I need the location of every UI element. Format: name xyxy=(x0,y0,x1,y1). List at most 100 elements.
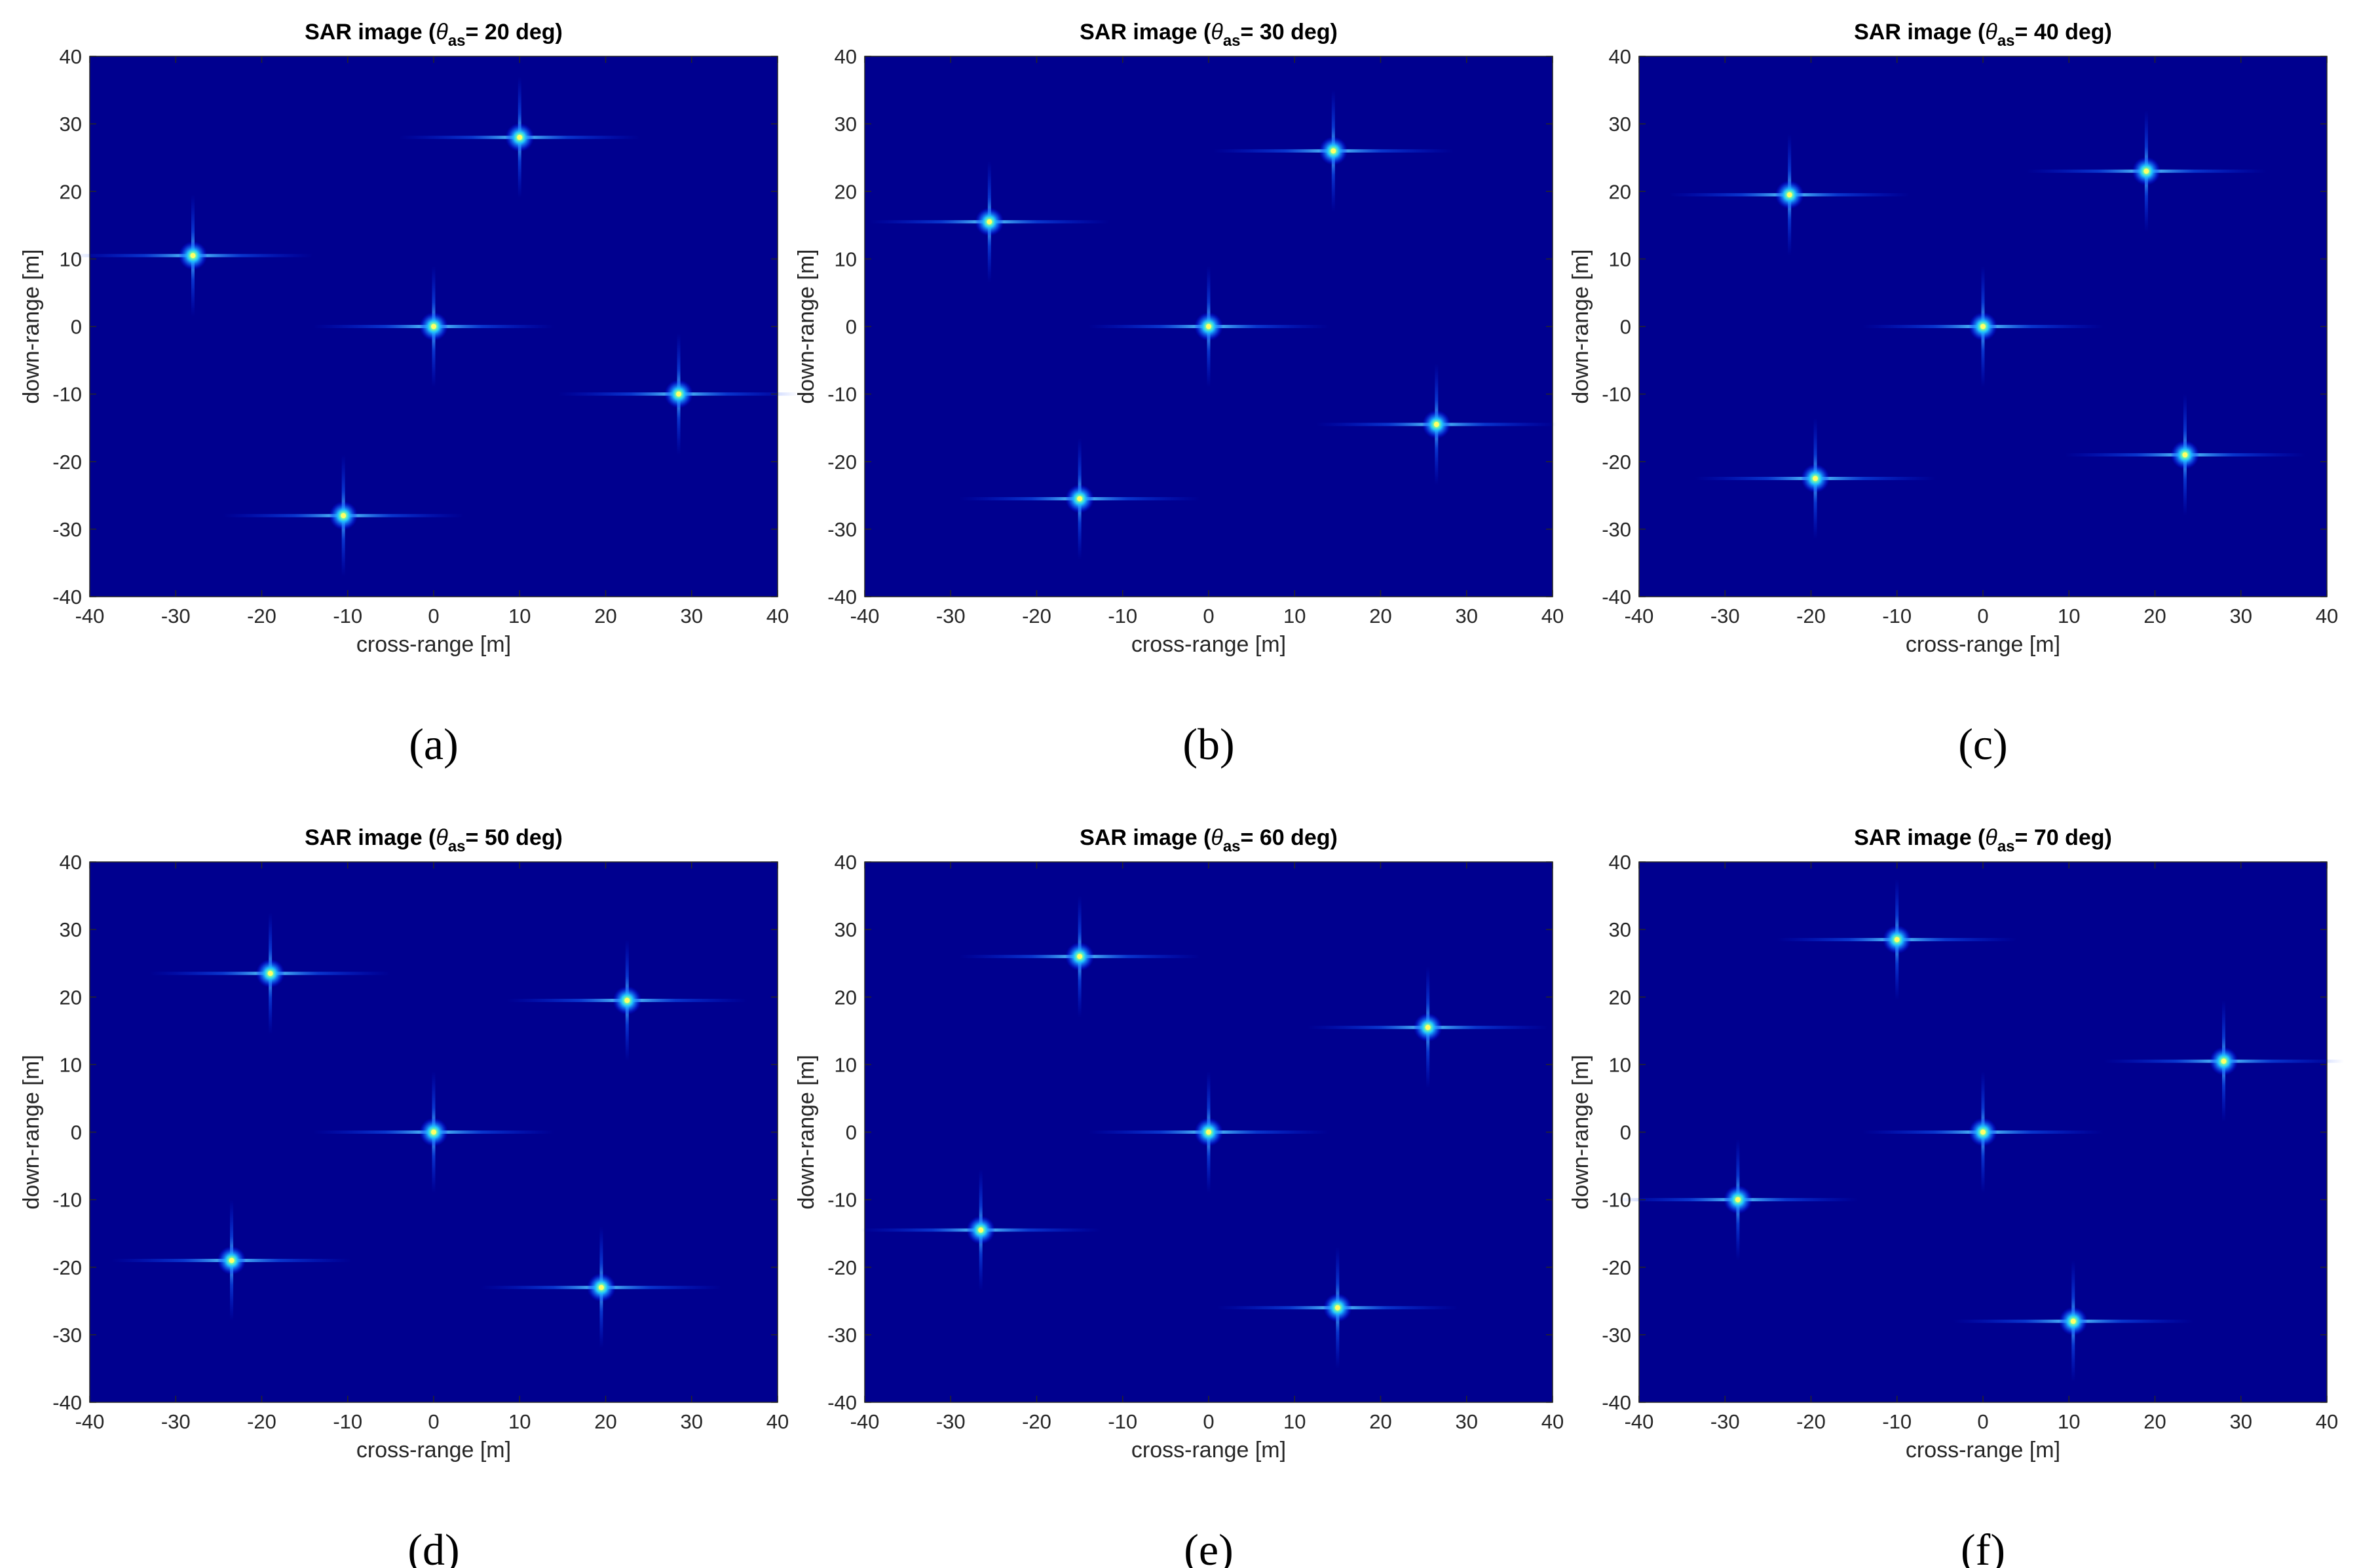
y-tick-label: -30 xyxy=(827,518,857,541)
y-tick-label: 20 xyxy=(60,986,82,1009)
y-axis-label: down-range [m] xyxy=(19,1055,44,1209)
x-tick-label: -20 xyxy=(247,1410,276,1433)
chart-title: SAR image (θas= 30 deg) xyxy=(1080,20,1338,50)
target-point xyxy=(1088,265,1329,388)
target-core xyxy=(1206,1129,1211,1135)
target-core xyxy=(1786,192,1792,198)
target-core xyxy=(624,998,630,1003)
target-core xyxy=(2143,168,2149,174)
x-tick-label: -40 xyxy=(75,605,105,627)
y-tick-label: -20 xyxy=(52,451,82,474)
y-tick-label: -30 xyxy=(52,1324,82,1347)
sar-panel-5: -40 -30 -20 -10 0 10 20 30 40 -40 -30 -20 -10 0 10 20 30… xyxy=(794,825,1564,1568)
sar-panel-2: -40 -30 -20 -10 0 10 20 30 40 -40 -30 -20 -10 0 10 20 30… xyxy=(794,20,1564,769)
x-tick-label: -30 xyxy=(1710,605,1740,627)
y-tick-label: 30 xyxy=(60,918,82,941)
y-tick-label: -10 xyxy=(827,383,857,406)
target-core xyxy=(2070,1318,2076,1324)
y-tick-label: 0 xyxy=(846,316,857,339)
x-axis-label: cross-range [m] xyxy=(1906,632,2060,657)
x-tick-label: 20 xyxy=(2143,605,2166,627)
y-axis-label: down-range [m] xyxy=(1568,1055,1593,1209)
y-tick-label: 0 xyxy=(846,1121,857,1144)
y-tick-label: -30 xyxy=(1602,518,1631,541)
x-tick-label: 20 xyxy=(1369,605,1391,627)
x-tick-label: 20 xyxy=(594,1410,616,1433)
target-core xyxy=(1425,1024,1431,1030)
y-tick-label: 10 xyxy=(60,1053,82,1076)
target-point xyxy=(1088,1071,1329,1193)
x-tick-label: -30 xyxy=(161,1410,191,1433)
y-tick-label: -40 xyxy=(827,1391,857,1414)
chart-title: SAR image (θas= 50 deg) xyxy=(305,825,563,855)
target-core xyxy=(267,971,273,977)
y-tick-label: -10 xyxy=(52,1189,82,1212)
y-tick-label: 40 xyxy=(1609,851,1631,874)
x-tick-label: -40 xyxy=(1625,1410,1654,1433)
target-point xyxy=(1695,417,1936,540)
chart-title: SAR image (θas= 60 deg) xyxy=(1080,825,1338,855)
target-point xyxy=(1316,364,1557,485)
x-tick-label: -30 xyxy=(161,605,191,627)
y-tick-label: -20 xyxy=(1602,451,1631,474)
y-tick-label: 10 xyxy=(835,1053,857,1076)
x-tick-label: 40 xyxy=(2316,605,2338,627)
y-axis-label: down-range [m] xyxy=(794,1055,819,1209)
target-point xyxy=(111,1199,352,1322)
y-tick-label: 0 xyxy=(71,1121,82,1144)
target-point xyxy=(223,455,464,577)
x-axis-label: cross-range [m] xyxy=(1906,1438,2060,1463)
x-tick-label: -40 xyxy=(850,605,880,627)
target-core xyxy=(517,134,523,140)
x-tick-label: 30 xyxy=(681,605,703,627)
y-axis-label: down-range [m] xyxy=(1568,249,1593,403)
x-tick-label: -20 xyxy=(1796,605,1826,627)
y-tick-label: 40 xyxy=(60,851,82,874)
y-tick-label: 30 xyxy=(1609,918,1631,941)
y-tick-label: -10 xyxy=(52,383,82,406)
x-tick-label: -10 xyxy=(1882,1410,1912,1433)
chart-title: SAR image (θas= 20 deg) xyxy=(305,20,563,50)
x-tick-label: 40 xyxy=(1541,1410,1564,1433)
x-tick-label: 30 xyxy=(2230,605,2252,627)
x-tick-label: 0 xyxy=(1977,605,1988,627)
target-point xyxy=(2026,110,2267,233)
x-tick-label: -40 xyxy=(75,1410,105,1433)
chart-title: SAR image (θas= 70 deg) xyxy=(1854,825,2112,855)
target-core xyxy=(1980,324,1986,329)
target-point xyxy=(2064,394,2306,516)
x-tick-label: 10 xyxy=(1283,605,1306,627)
target-core xyxy=(598,1284,604,1290)
x-tick-label: -30 xyxy=(1710,1410,1740,1433)
x-axis-label: cross-range [m] xyxy=(356,632,511,657)
x-axis-label: cross-range [m] xyxy=(1131,632,1286,657)
y-tick-label: 30 xyxy=(60,113,82,136)
x-tick-label: 10 xyxy=(2058,1410,2080,1433)
y-tick-label: 30 xyxy=(835,113,857,136)
y-tick-label: -10 xyxy=(827,1189,857,1212)
y-tick-label: 40 xyxy=(835,851,857,874)
y-tick-label: -20 xyxy=(827,1256,857,1279)
target-core xyxy=(1433,422,1439,428)
target-core xyxy=(1980,1129,1986,1135)
y-tick-label: -40 xyxy=(1602,1391,1631,1414)
sar-panel-3: -40 -30 -20 -10 0 10 20 30 40 -40 -30 -20 -10 0 10 20 30… xyxy=(1568,20,2338,769)
x-tick-label: 20 xyxy=(594,605,616,627)
x-tick-label: -40 xyxy=(1625,605,1654,627)
x-tick-label: 10 xyxy=(508,605,531,627)
y-tick-label: 0 xyxy=(1620,1121,1631,1144)
x-tick-label: 10 xyxy=(508,1410,531,1433)
target-core xyxy=(1813,476,1819,481)
x-tick-label: -20 xyxy=(1022,605,1051,627)
panel-label: (a) xyxy=(409,719,458,769)
y-tick-label: -30 xyxy=(1602,1324,1631,1347)
y-tick-label: -20 xyxy=(827,451,857,474)
y-tick-label: 10 xyxy=(60,248,82,271)
y-tick-label: 40 xyxy=(60,45,82,68)
x-tick-label: 40 xyxy=(766,605,789,627)
y-axis-label: down-range [m] xyxy=(19,249,44,403)
x-tick-label: 30 xyxy=(681,1410,703,1433)
target-core xyxy=(431,1129,436,1135)
target-point xyxy=(313,265,554,388)
